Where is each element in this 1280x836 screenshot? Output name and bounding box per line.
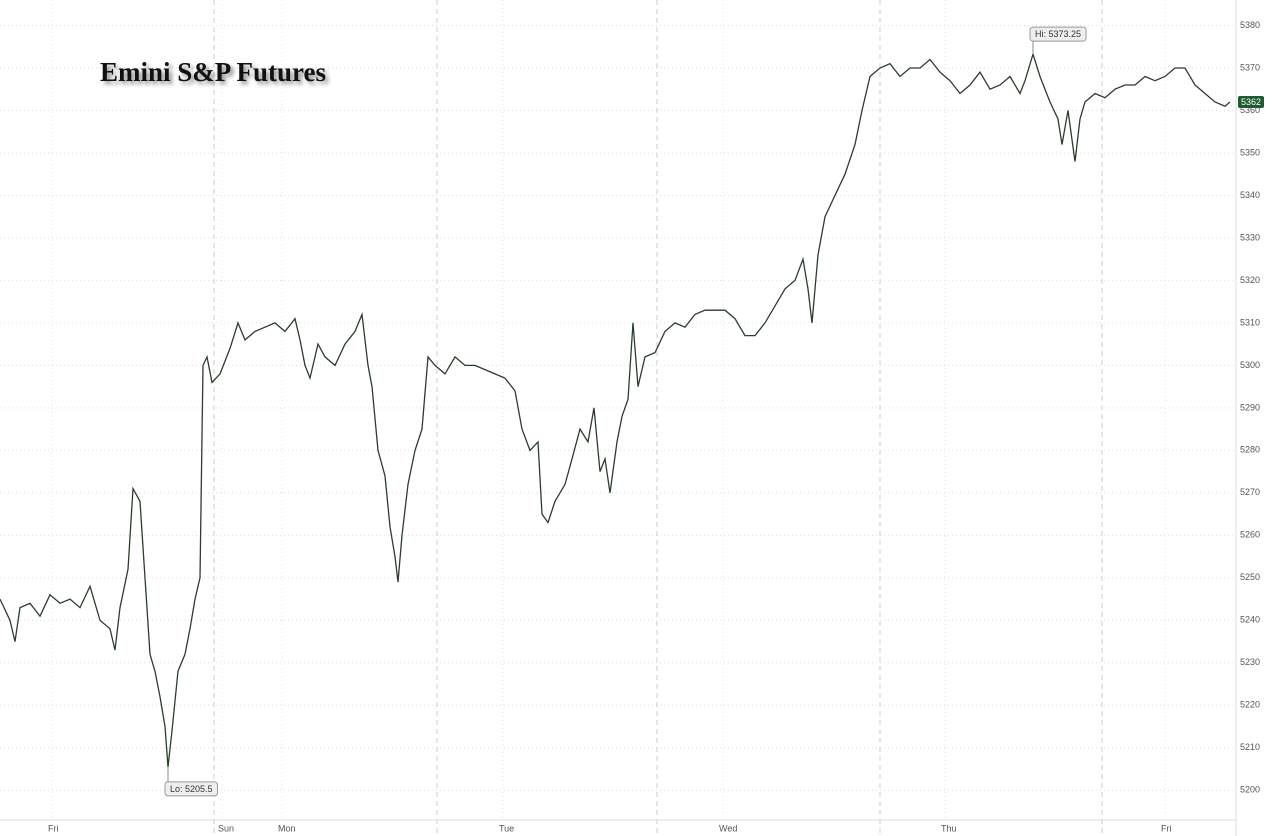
y-tick-label: 5250 xyxy=(1240,572,1260,582)
y-tick-label: 5230 xyxy=(1240,657,1260,667)
x-tick-label: Fri xyxy=(1161,823,1172,833)
y-tick-label: 5380 xyxy=(1240,20,1260,30)
last-price-label: 5362 xyxy=(1241,97,1261,107)
y-tick-label: 5370 xyxy=(1240,62,1260,72)
x-tick-label: Thu xyxy=(941,823,957,833)
y-tick-label: 5330 xyxy=(1240,232,1260,242)
y-tick-label: 5360 xyxy=(1240,105,1260,115)
x-tick-label: Sun xyxy=(218,823,234,833)
y-tick-label: 5280 xyxy=(1240,445,1260,455)
y-tick-label: 5270 xyxy=(1240,487,1260,497)
x-tick-label: Wed xyxy=(719,823,737,833)
annotation: Lo: 5205.5 xyxy=(164,766,219,797)
annotation: Hi: 5373.25 xyxy=(1029,26,1087,55)
y-tick-label: 5320 xyxy=(1240,275,1260,285)
x-tick-label: Tue xyxy=(499,823,514,833)
x-tick-label: Mon xyxy=(278,823,296,833)
annotation-text: Hi: 5373.25 xyxy=(1035,29,1081,39)
y-tick-label: 5260 xyxy=(1240,530,1260,540)
y-tick-label: 5300 xyxy=(1240,360,1260,370)
price-line xyxy=(0,51,1231,767)
y-tick-label: 5210 xyxy=(1240,742,1260,752)
annotation-box xyxy=(164,781,219,797)
y-tick-label: 5240 xyxy=(1240,615,1260,625)
x-tick-label: Fri xyxy=(48,823,59,833)
y-tick-label: 5350 xyxy=(1240,147,1260,157)
annotation-box xyxy=(1029,26,1087,42)
y-tick-label: 5340 xyxy=(1240,190,1260,200)
y-tick-label: 5310 xyxy=(1240,317,1260,327)
y-tick-label: 5200 xyxy=(1240,785,1260,795)
y-tick-label: 5220 xyxy=(1240,700,1260,710)
y-tick-label: 5290 xyxy=(1240,402,1260,412)
last-price-box xyxy=(1238,95,1264,108)
annotation-text: Lo: 5205.5 xyxy=(170,784,213,794)
chart-title: Emini S&P Futures xyxy=(100,57,326,87)
